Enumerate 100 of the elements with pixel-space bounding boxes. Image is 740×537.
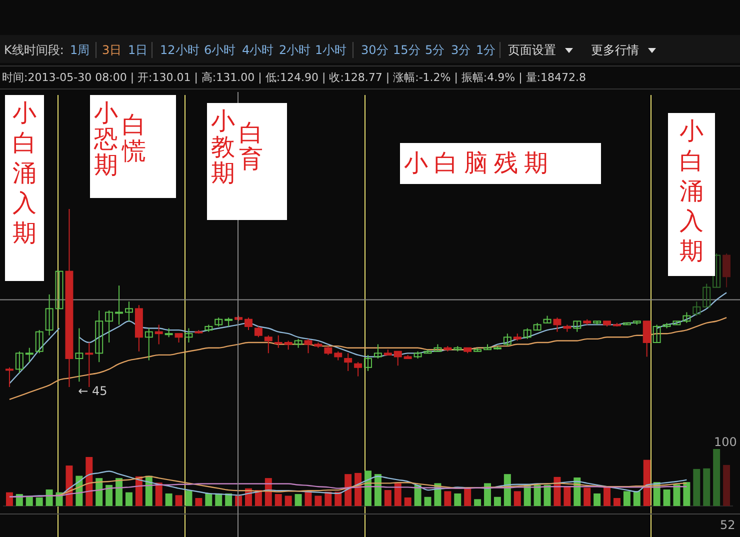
candlestick [254, 326, 262, 338]
bar [26, 496, 33, 506]
text: 3日 [102, 43, 122, 57]
bar [96, 478, 103, 506]
bar [683, 482, 690, 506]
candlestick [553, 317, 562, 332]
bar [36, 497, 43, 506]
bar [344, 474, 352, 506]
candlestick [364, 354, 372, 372]
candlestick [652, 324, 661, 343]
candlestick [124, 301, 133, 322]
bar [165, 493, 172, 506]
candlestick [394, 350, 402, 366]
bar [713, 449, 720, 506]
candlestick [304, 338, 312, 354]
text: K线时间段: [4, 43, 64, 57]
bar [594, 493, 601, 506]
bar [424, 496, 432, 506]
bar [673, 484, 680, 506]
text: 6小时 [204, 43, 236, 57]
chart-subtitle: 时间:2013-05-30 08:00 | 开:130.01 | 高:131.00 | 低:124.90 | 收:128.77 | 涨幅:-1.2% | 振幅:4.9% | 量:18472.8 [2, 71, 586, 84]
bar [155, 482, 162, 506]
bar [604, 486, 611, 506]
candlestick [95, 310, 104, 363]
bar [384, 490, 392, 506]
bar [225, 493, 232, 506]
candlestick [184, 328, 193, 343]
text: 小白脑残期 [404, 149, 554, 177]
bar [464, 488, 472, 506]
candlestick [722, 253, 731, 288]
bar [723, 464, 730, 506]
text: 30分 [361, 43, 388, 57]
bar [106, 484, 113, 506]
text: 更多行情 [591, 43, 639, 57]
bar [514, 491, 521, 506]
candlestick [105, 310, 114, 343]
candlestick [692, 301, 701, 316]
candlestick [573, 320, 582, 332]
bar [484, 483, 491, 506]
candlestick [264, 334, 272, 354]
bar [215, 493, 222, 506]
bar [314, 496, 322, 506]
bar [534, 484, 541, 506]
candlestick [144, 328, 153, 361]
bar [205, 493, 212, 506]
candlestick [45, 294, 54, 336]
text: 小白恐慌期 [93, 99, 146, 179]
bar [294, 494, 302, 506]
candlestick [5, 366, 14, 388]
annotation: 100 [714, 435, 737, 449]
bar [185, 490, 192, 506]
text: 12小时 [160, 43, 200, 57]
text: 5分 [425, 43, 445, 57]
bar [394, 483, 402, 506]
annotation: 小白涌入期 [680, 117, 704, 265]
bar [116, 478, 123, 506]
bar [195, 498, 202, 506]
bar [334, 492, 342, 506]
bar [474, 499, 482, 506]
bar [693, 468, 700, 506]
text: 页面设置 [508, 43, 556, 57]
bar [454, 493, 462, 506]
bar [175, 495, 182, 506]
candlestick [55, 270, 64, 310]
bar [284, 496, 292, 506]
text: 1日 [128, 43, 148, 57]
bar [663, 489, 670, 506]
bar [6, 492, 13, 506]
bar [613, 498, 620, 506]
bar [584, 488, 591, 506]
candlestick [503, 333, 512, 347]
bar [623, 491, 630, 506]
candlestick [374, 344, 382, 360]
bar [703, 468, 710, 506]
bar [633, 491, 640, 506]
candlestick [15, 350, 24, 374]
bar [564, 486, 571, 506]
candlestick [354, 362, 362, 377]
annotation: ← 45 [78, 384, 108, 398]
candlestick [642, 320, 651, 358]
bar [444, 491, 452, 506]
bar [274, 494, 282, 506]
candlestick [35, 330, 44, 354]
text: 15分 [393, 43, 420, 57]
text: 1分 [476, 43, 496, 57]
text: 4小时 [242, 43, 274, 57]
text: 52 [720, 518, 736, 532]
candlestick [115, 285, 124, 326]
bar [46, 489, 53, 506]
text: 1小时 [315, 43, 347, 57]
text: 3分 [451, 43, 471, 57]
candlestick [344, 352, 352, 372]
bar [404, 497, 412, 506]
candlestick [85, 342, 94, 388]
annotation: 小白涌入期 [12, 99, 36, 247]
bar [494, 496, 501, 506]
candlestick [274, 334, 282, 348]
bar [324, 492, 332, 506]
bar [125, 492, 132, 506]
text: 2小时 [279, 43, 311, 57]
